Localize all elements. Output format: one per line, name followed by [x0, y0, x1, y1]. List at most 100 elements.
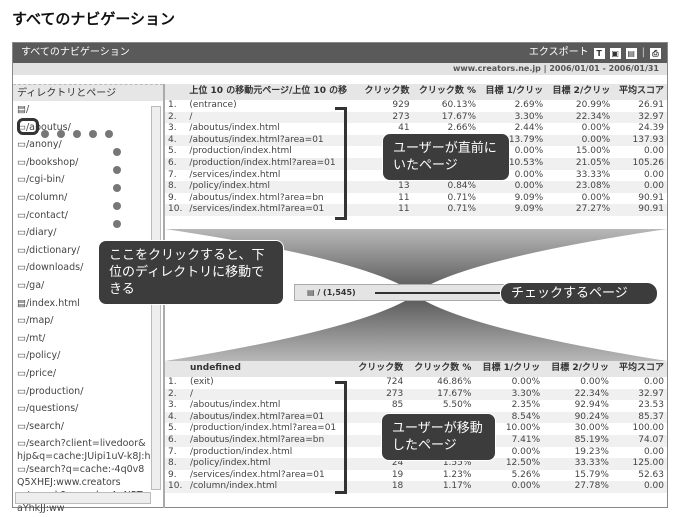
table-row: 10./services/index.html?area=01 11 0.71% 9.…: [165, 204, 667, 216]
avg-score: 100.00: [632, 423, 665, 434]
print-icon[interactable]: ⎙: [650, 47, 661, 59]
avg-score: 105.26: [613, 157, 667, 170]
goal2-rate: 30.00%: [574, 423, 609, 434]
page-link[interactable]: /column/index.html: [186, 481, 352, 493]
goal2-rate: 33.33%: [575, 169, 611, 180]
directory-item[interactable]: ▤/: [13, 101, 151, 119]
folder-icon[interactable]: ▭: [17, 262, 26, 274]
goal2-rate: 0.00%: [581, 123, 611, 134]
horizontal-scrollbar[interactable]: [15, 492, 151, 504]
page-link[interactable]: /services/index.html: [189, 169, 281, 180]
col-click-pct[interactable]: クリック数 %: [418, 86, 477, 97]
date-range[interactable]: 2006/01/01 - 2006/01/31: [549, 64, 659, 73]
folder-icon[interactable]: ▭: [17, 420, 26, 432]
page-link[interactable]: /aboutus/index.html?area=bn: [186, 434, 352, 447]
page-link[interactable]: /aboutus/index.html: [189, 400, 281, 411]
directory-item[interactable]: ▭/production/: [13, 383, 151, 401]
directory-label: /diary/: [25, 227, 57, 239]
directory-item[interactable]: ▭/bookshop/: [13, 154, 151, 172]
page-link[interactable]: /aboutus/index.html: [189, 123, 280, 134]
col-goal1[interactable]: 目標 1/クリッ: [482, 363, 541, 374]
directory-item[interactable]: ▭/mt/: [13, 330, 151, 348]
pdf-export-icon[interactable]: ▤: [625, 47, 637, 59]
click-pct: 46.86%: [437, 377, 472, 387]
folder-icon[interactable]: ▭: [17, 227, 26, 239]
page-link[interactable]: /production/index.html: [189, 146, 292, 157]
folder-icon[interactable]: ▭: [17, 156, 26, 168]
page-link[interactable]: /production/index.html?area=01: [186, 157, 359, 170]
col-clicks[interactable]: クリック数: [358, 363, 404, 374]
folder-icon[interactable]: ▭: [17, 438, 26, 450]
folder-icon[interactable]: ▭: [17, 244, 26, 256]
page-link[interactable]: /policy/index.html: [186, 458, 352, 470]
page-link[interactable]: /aboutus/index.html?area=01: [186, 411, 352, 424]
directory-item[interactable]: ▤/index.html: [13, 295, 151, 313]
page-link[interactable]: /production/index.html: [189, 446, 293, 457]
folder-icon[interactable]: ▭: [17, 350, 26, 362]
page-icon[interactable]: ▤: [17, 104, 26, 115]
page-link[interactable]: /aboutus/index.html?area=01: [186, 134, 359, 147]
col-clicks[interactable]: クリック数: [364, 86, 410, 97]
goal2-rate: 27.27%: [546, 204, 614, 216]
col-score[interactable]: 平均スコア: [618, 86, 664, 97]
page-link[interactable]: (entrance): [189, 100, 237, 110]
directory-item[interactable]: ▭/aboutus/: [13, 119, 151, 137]
folder-icon[interactable]: ▭: [17, 121, 26, 133]
directory-item[interactable]: ▭/cgi-bin/: [13, 171, 151, 189]
col-click-pct[interactable]: クリック数 %: [414, 363, 472, 374]
page-link[interactable]: /: [186, 388, 352, 401]
folder-icon[interactable]: ▭: [17, 367, 26, 379]
text-export-icon[interactable]: T: [593, 47, 605, 59]
table-row: 10./column/index.html 18 1.17% 0.00% 27.78% 0…: [165, 481, 667, 493]
page-link[interactable]: /policy/index.html: [186, 181, 359, 193]
click-pct: 1.17%: [406, 481, 475, 493]
sidebar-header: ディレクトリとページ: [13, 84, 163, 101]
folder-icon[interactable]: ▭: [17, 191, 26, 203]
folder-icon[interactable]: ▭: [17, 209, 26, 221]
page-link[interactable]: /production/index.html?area=01: [189, 423, 337, 434]
goal1-rate: 5.26%: [511, 469, 541, 480]
folder-icon[interactable]: ▭: [17, 139, 26, 151]
directory-item[interactable]: ▭/search?q=cache:-4q0v8Q5XHEJ:www.creato…: [13, 461, 151, 487]
directory-item[interactable]: ▭/diary/: [13, 224, 151, 242]
col-goal1[interactable]: 目標 1/クリッ: [485, 86, 544, 97]
directory-label: /mt/: [25, 332, 46, 344]
avg-score: 137.93: [613, 134, 667, 147]
folder-icon[interactable]: ▭: [17, 174, 26, 186]
page-link[interactable]: /: [186, 111, 359, 124]
clicks: 41: [398, 123, 410, 134]
click-pct: 2.66%: [447, 123, 477, 134]
dotted-connector: [89, 130, 97, 138]
directory-item[interactable]: ▭/dictionary/: [13, 242, 151, 260]
col-goal2[interactable]: 目標 2/クリッ: [552, 86, 611, 97]
directory-item[interactable]: ▭/column/: [13, 189, 151, 207]
export-label: エクスポート: [528, 47, 589, 58]
page-link[interactable]: /services/index.html?area=01: [189, 469, 325, 480]
col-score[interactable]: 平均スコア: [618, 363, 664, 374]
page-icon[interactable]: ▤: [17, 297, 26, 309]
page-link[interactable]: /services/index.html?area=01: [186, 204, 359, 216]
page-link[interactable]: (exit): [189, 377, 214, 387]
directory-item[interactable]: ▭/map/: [13, 312, 151, 330]
directory-item[interactable]: ▭/ga/: [13, 277, 151, 295]
directory-item[interactable]: ▭/contact/: [13, 207, 151, 225]
directory-item[interactable]: ▭/price/: [13, 365, 151, 383]
folder-icon[interactable]: ▭: [17, 385, 26, 397]
folder-icon[interactable]: ▭: [17, 279, 26, 291]
folder-icon[interactable]: ▭: [17, 332, 26, 344]
directory-item[interactable]: ▭/anony/: [13, 136, 151, 154]
directory-label: /: [25, 104, 30, 115]
directory-item[interactable]: ▭/downloads/: [13, 259, 151, 277]
directory-item[interactable]: ▭/policy/: [13, 347, 151, 365]
current-page-bar[interactable]: ▤ / (1,545): [294, 284, 514, 301]
folder-icon[interactable]: ▭: [17, 315, 26, 327]
col-goal2[interactable]: 目標 2/クリッ: [551, 363, 609, 374]
directory-item[interactable]: ▭/search?client=livedoor&hjp&q=cache:JUi…: [13, 435, 151, 461]
image-export-icon[interactable]: ▣: [609, 47, 621, 59]
page-link[interactable]: /aboutus/index.html?area=bn: [189, 192, 324, 203]
folder-icon[interactable]: ▭: [17, 464, 26, 476]
goal2-rate: 22.34%: [546, 111, 614, 124]
directory-item[interactable]: ▭/search/: [13, 418, 151, 436]
folder-icon[interactable]: ▭: [17, 403, 26, 415]
directory-item[interactable]: ▭/questions/: [13, 400, 151, 418]
